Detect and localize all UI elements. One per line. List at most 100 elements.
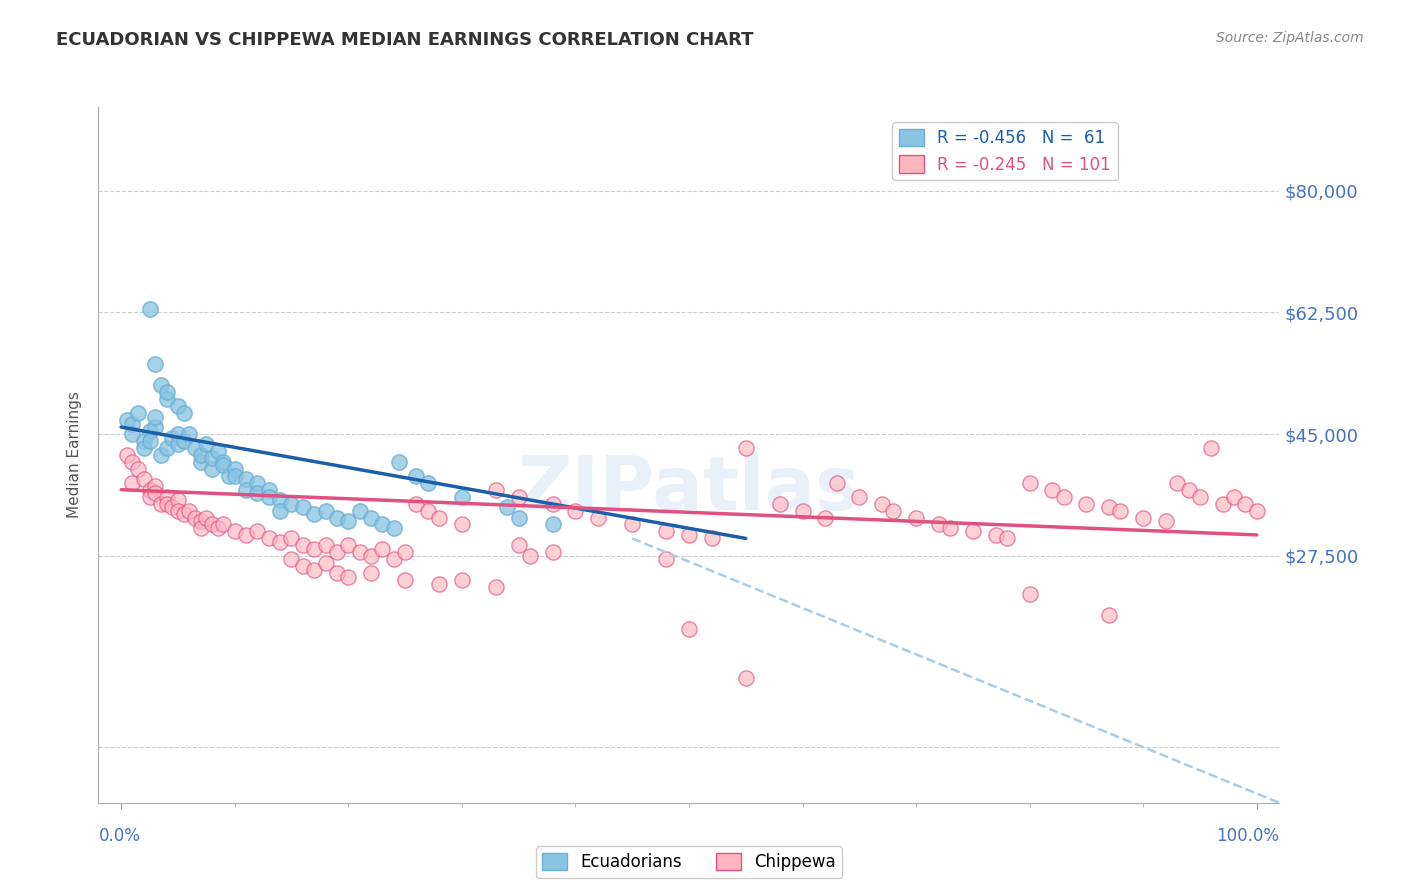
Point [257,483,280,497]
Point [825,475,848,490]
Point [235,483,257,497]
Point [416,475,439,490]
Point [162,430,183,444]
Point [315,538,337,552]
Point [326,510,349,524]
Point [246,486,269,500]
Point [1223,490,1246,504]
Point [1040,483,1063,497]
Point [179,427,201,442]
Point [1098,500,1121,514]
Point [508,490,530,504]
Point [427,510,450,524]
Point [155,490,177,504]
Point [1098,607,1121,622]
Point [905,510,928,524]
Point [212,458,235,473]
Point [508,538,530,552]
Point [167,503,190,517]
Point [280,497,302,511]
Point [337,514,360,528]
Point [167,427,190,442]
Text: 100.0%: 100.0% [1216,827,1279,845]
Point [195,510,218,524]
Point [405,497,427,511]
Point [302,563,325,577]
Point [121,427,143,442]
Point [201,517,224,532]
Point [734,441,756,455]
Point [302,507,325,521]
Point [792,503,814,517]
Point [195,437,218,451]
Point [138,301,160,316]
Point [450,490,472,504]
Point [655,524,678,539]
Point [201,451,224,466]
Point [984,528,1007,542]
Point [382,521,405,535]
Point [269,534,291,549]
Point [360,549,382,563]
Text: ECUADORIAN VS CHIPPEWA MEDIAN EARNINGS CORRELATION CHART: ECUADORIAN VS CHIPPEWA MEDIAN EARNINGS C… [56,31,754,49]
Point [162,500,183,514]
Point [962,524,984,539]
Point [132,434,155,448]
Point [167,437,190,451]
Point [155,497,177,511]
Point [360,566,382,581]
Text: ZIPatlas: ZIPatlas [517,453,860,526]
Point [155,392,177,407]
Point [143,420,166,434]
Point [621,517,644,532]
Point [224,524,246,539]
Point [235,528,257,542]
Point [485,580,508,594]
Point [1177,483,1199,497]
Point [138,424,160,438]
Point [1201,441,1223,455]
Point [257,490,280,504]
Point [280,532,302,546]
Point [541,517,564,532]
Point [496,500,519,514]
Point [121,417,143,431]
Point [149,378,172,392]
Point [388,455,411,469]
Point [450,517,472,532]
Point [1109,503,1132,517]
Point [173,507,195,521]
Point [155,441,177,455]
Point [349,503,371,517]
Point [269,493,291,508]
Point [218,468,240,483]
Point [132,472,155,486]
Point [138,483,160,497]
Point [235,472,257,486]
Point [115,448,138,462]
Point [1132,510,1154,524]
Point [541,497,564,511]
Point [173,434,195,448]
Point [115,413,138,427]
Point [564,503,586,517]
Point [1076,497,1098,511]
Point [427,576,450,591]
Point [1018,587,1040,601]
Point [700,532,723,546]
Point [190,514,212,528]
Point [184,441,207,455]
Point [246,524,269,539]
Point [132,441,155,455]
Point [1234,497,1257,511]
Point [127,406,149,420]
Point [143,486,166,500]
Point [394,573,416,587]
Text: Source: ZipAtlas.com: Source: ZipAtlas.com [1216,31,1364,45]
Point [143,479,166,493]
Point [291,559,314,574]
Point [138,490,160,504]
Point [201,462,224,476]
Point [882,503,904,517]
Point [138,434,160,448]
